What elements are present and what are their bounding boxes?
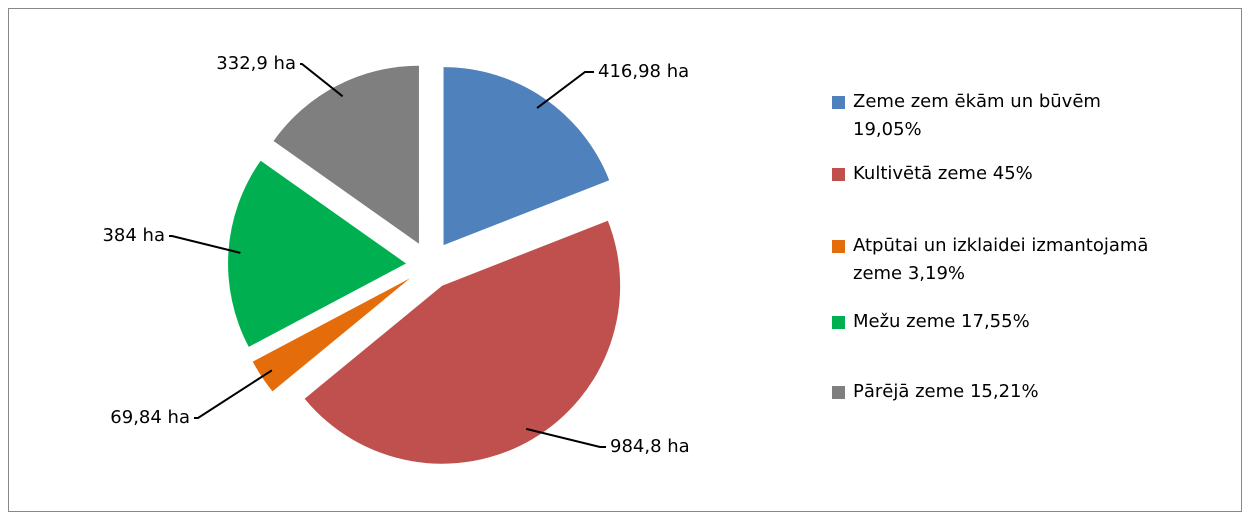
legend-label: Atpūtai un izklaidei izmantojamā zeme 3,… <box>853 235 1149 284</box>
legend-swatch <box>832 240 845 253</box>
legend-label: Zeme zem ēkām un būvēm 19,05% <box>853 91 1101 140</box>
legend-item: Mežu zeme 17,55% <box>832 308 1202 336</box>
legend-swatch <box>832 168 845 181</box>
data-label: 332,9 ha <box>216 53 296 74</box>
chart-frame <box>8 8 1242 512</box>
data-label: 69,84 ha <box>110 407 190 428</box>
legend-label: Mežu zeme 17,55% <box>853 311 1030 332</box>
pie-slice <box>273 65 419 244</box>
leader-line <box>536 71 594 109</box>
leader-line <box>300 63 344 98</box>
legend-item: Kultivētā zeme 45% <box>832 160 1202 188</box>
leader-line <box>525 427 606 448</box>
data-label: 416,98 ha <box>598 61 689 82</box>
legend-label: Kultivētā zeme 45% <box>853 163 1033 184</box>
data-label: 384 ha <box>102 225 165 246</box>
pie-slice <box>228 160 407 347</box>
data-label: 984,8 ha <box>610 436 690 457</box>
legend-item: Pārējā zeme 15,21% <box>832 378 1202 406</box>
legend-swatch <box>832 96 845 109</box>
leader-line <box>194 369 273 419</box>
leader-line <box>169 235 241 254</box>
pie-slice <box>443 67 610 246</box>
legend-item: Zeme zem ēkām un būvēm 19,05% <box>832 88 1122 144</box>
legend-swatch <box>832 316 845 329</box>
pie-slice <box>252 278 411 392</box>
pie-slice <box>304 220 621 464</box>
legend-label: Pārējā zeme 15,21% <box>853 381 1039 402</box>
legend-swatch <box>832 386 845 399</box>
legend-item: Atpūtai un izklaidei izmantojamā zeme 3,… <box>832 232 1202 288</box>
